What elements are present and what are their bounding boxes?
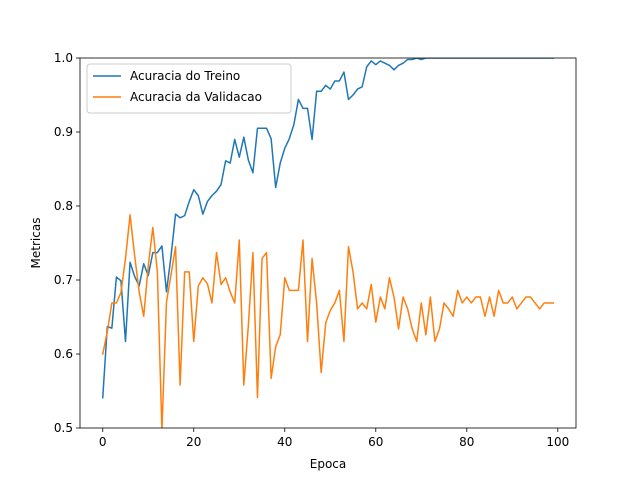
series-line-0: [101, 58, 554, 399]
x-tick-label: 0: [99, 435, 107, 449]
y-tick-label: 0.5: [54, 421, 73, 435]
x-tick-label: 60: [368, 435, 383, 449]
legend-box: [86, 63, 292, 114]
legend-label-0: Acuracia do Treino: [130, 69, 240, 83]
x-tick-label: 100: [546, 435, 569, 449]
x-tick-label: 80: [459, 435, 474, 449]
x-tick-label: 40: [277, 435, 292, 449]
legend: Acuracia do Treino Acuracia da Validacao: [86, 63, 292, 114]
y-axis: 0.5 0.6 0.7 0.8 0.9 1.0: [54, 51, 80, 435]
y-tick-label: 0.8: [54, 199, 73, 213]
x-tick-label: 20: [186, 435, 201, 449]
series-layer: [101, 58, 554, 428]
legend-label-1: Acuracia da Validacao: [130, 90, 262, 104]
x-axis-label: Epoca: [310, 457, 347, 471]
y-tick-label: 0.7: [54, 273, 73, 287]
y-tick-label: 0.6: [54, 347, 73, 361]
series-line-1: [101, 214, 554, 428]
x-axis: 0 20 40 60 80 100: [99, 428, 569, 449]
y-tick-label: 0.9: [54, 125, 73, 139]
y-axis-label: Metricas: [29, 218, 43, 269]
plot-frame: [79, 57, 577, 429]
y-tick-label: 1.0: [54, 51, 73, 65]
